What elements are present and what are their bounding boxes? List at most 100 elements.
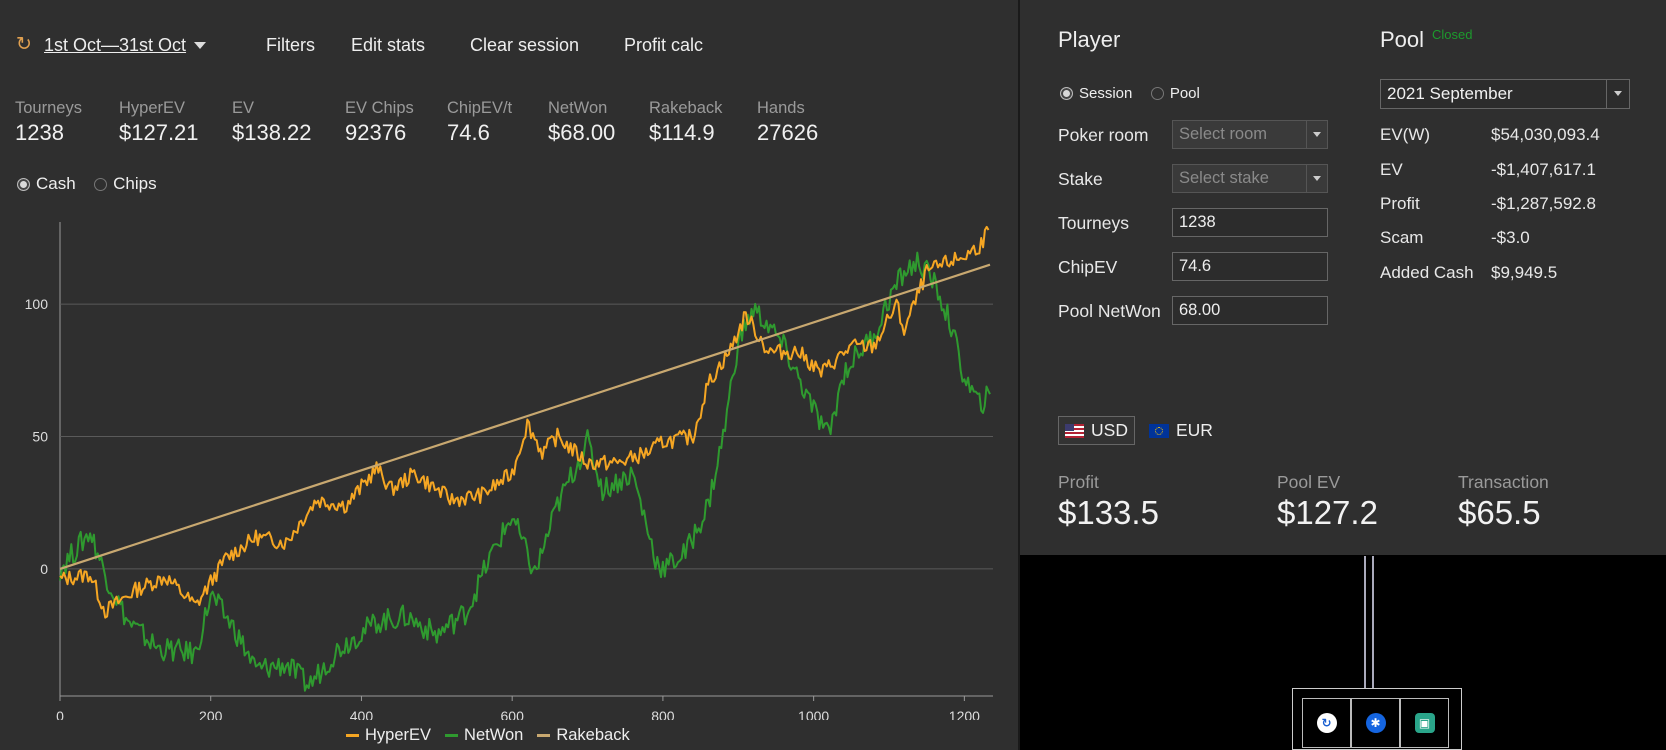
stat-label: HyperEV xyxy=(119,99,186,117)
summary-transaction: Transaction $65.5 xyxy=(1458,472,1549,532)
x-tick-label: 1200 xyxy=(949,708,980,720)
pool-stat-label: Scam xyxy=(1380,228,1424,247)
stat-chipev-per-t: ChipEV/t 74.6 xyxy=(447,99,512,146)
month-select[interactable]: 2021 September xyxy=(1380,79,1630,109)
summary-value: $65.5 xyxy=(1458,494,1541,531)
legend-rakeback[interactable]: Rakeback xyxy=(537,726,630,745)
scope-group: Session Pool xyxy=(1060,85,1200,105)
pool-radio[interactable]: Pool xyxy=(1150,85,1200,102)
chevron-down-icon[interactable] xyxy=(1606,80,1629,108)
stat-value: $138.22 xyxy=(232,120,312,145)
profit-calc-button[interactable]: Profit calc xyxy=(624,35,704,55)
pool-radio-label: Pool xyxy=(1169,85,1200,102)
legend-swatch xyxy=(346,734,359,737)
stat-label: NetWon xyxy=(548,99,608,117)
x-tick-label: 200 xyxy=(199,708,223,720)
radio-dot xyxy=(1060,87,1073,100)
session-radio-label: Session xyxy=(1079,85,1133,102)
poker-room-placeholder: Select room xyxy=(1179,125,1268,143)
summary-profit: Profit $133.5 xyxy=(1058,472,1159,532)
chipev-field[interactable]: 74.6 xyxy=(1172,252,1328,281)
y-tick-label: 100 xyxy=(25,296,49,312)
refresh-icon[interactable]: ↻ xyxy=(16,34,32,55)
chevron-down-icon[interactable] xyxy=(1306,121,1327,148)
stake-placeholder: Select stake xyxy=(1179,169,1269,187)
tourneys-field[interactable]: 1238 xyxy=(1172,208,1328,237)
x-tick-label: 800 xyxy=(651,708,675,720)
poker-room-label: Poker room xyxy=(1058,125,1149,145)
summary-label: Pool EV xyxy=(1277,472,1341,492)
pool-status-badge: Closed xyxy=(1432,27,1473,42)
chevron-down-icon[interactable] xyxy=(1306,165,1327,192)
stake-select[interactable]: Select stake xyxy=(1172,164,1328,193)
us-flag-icon xyxy=(1065,423,1085,438)
stat-ev: EV $138.22 xyxy=(232,99,312,146)
stat-netwon: NetWon $68.00 xyxy=(548,99,615,146)
bluetooth-icon: ✱ xyxy=(1365,713,1386,733)
session-radio[interactable]: Session xyxy=(1060,85,1132,102)
summary-value: $133.5 xyxy=(1058,494,1159,531)
cash-radio[interactable]: Cash xyxy=(17,174,76,194)
date-toolbar: ↻ 1st Oct—31st Oct xyxy=(16,30,207,60)
eur-currency-button[interactable]: EUR xyxy=(1143,416,1219,445)
tray-connector xyxy=(1364,556,1374,688)
refresh-app-icon: ↻ xyxy=(1316,713,1337,733)
pool-stat-label: Added Cash xyxy=(1380,263,1474,282)
date-range-selector[interactable]: 1st Oct—31st Oct xyxy=(44,34,187,55)
pool-stat-value: $9,949.5 xyxy=(1491,263,1558,282)
chart-legend: HyperEV NetWon Rakeback xyxy=(346,726,630,745)
edit-stats-button[interactable]: Edit stats xyxy=(351,35,426,55)
summary-label: Profit xyxy=(1058,472,1099,492)
usd-currency-button[interactable]: USD xyxy=(1058,416,1135,445)
pool-stat-label: EV(W) xyxy=(1380,125,1431,144)
stat-value: $68.00 xyxy=(548,120,616,145)
summary-pool-ev: Pool EV $127.2 xyxy=(1277,472,1378,532)
radio-dot xyxy=(94,177,108,191)
pool-stat-label: EV xyxy=(1380,160,1403,179)
stat-rakeback: Rakeback $114.9 xyxy=(649,99,722,146)
chevron-down-icon[interactable] xyxy=(194,41,207,49)
pool-stat-value: -$3.0 xyxy=(1491,228,1530,247)
player-pool-panel: Player Pool Closed Session Pool Poker ro… xyxy=(1020,0,1666,555)
poker-room-select[interactable]: Select room xyxy=(1172,120,1328,149)
pool-netwon-field[interactable]: 68.00 xyxy=(1172,296,1328,325)
tray-item-wallet[interactable]: ▣ xyxy=(1400,698,1449,748)
y-tick-label: 0 xyxy=(40,561,48,577)
pool-stat-label: Profit xyxy=(1380,194,1420,213)
chips-radio[interactable]: Chips xyxy=(94,174,157,194)
legend-netwon[interactable]: NetWon xyxy=(445,726,523,745)
chipev-label: ChipEV xyxy=(1058,257,1118,277)
pool-netwon-label: Pool NetWon xyxy=(1058,301,1161,321)
month-value: 2021 September xyxy=(1387,84,1513,103)
legend-hyperev[interactable]: HyperEV xyxy=(346,726,431,745)
filters-button[interactable]: Filters xyxy=(266,35,315,55)
summary-label: Transaction xyxy=(1458,472,1549,492)
eur-label: EUR xyxy=(1176,420,1213,440)
legend-label: NetWon xyxy=(464,726,524,744)
tray-item-refresh[interactable]: ↻ xyxy=(1302,698,1351,748)
tray-item-bluetooth[interactable]: ✱ xyxy=(1351,698,1400,748)
stat-value: 27626 xyxy=(757,120,819,145)
y-tick-label: 50 xyxy=(32,429,48,445)
x-tick-label: 1000 xyxy=(798,708,829,720)
series-line-netwon xyxy=(59,251,991,692)
stat-value: 74.6 xyxy=(447,120,490,145)
radio-dot xyxy=(1150,87,1164,100)
stat-value: 1238 xyxy=(15,120,64,145)
panel-divider xyxy=(1018,0,1020,750)
stat-label: EV Chips xyxy=(345,99,414,117)
series-line-rakeback xyxy=(59,263,991,570)
stat-hyperev: HyperEV $127.21 xyxy=(119,99,199,146)
chips-radio-label: Chips xyxy=(113,174,157,193)
x-tick-label: 0 xyxy=(56,708,64,720)
stat-label: EV xyxy=(232,99,255,117)
summary-value: $127.2 xyxy=(1277,494,1378,531)
stat-label: ChipEV/t xyxy=(447,99,513,117)
clear-session-button[interactable]: Clear session xyxy=(470,35,580,55)
stat-label: Tourneys xyxy=(15,99,82,117)
view-mode-group: Cash Chips xyxy=(17,174,157,196)
stat-ev-chips: EV Chips 92376 xyxy=(345,99,414,146)
system-tray-popup: ↻ ✱ ▣ xyxy=(1292,688,1462,750)
stake-label: Stake xyxy=(1058,169,1103,189)
